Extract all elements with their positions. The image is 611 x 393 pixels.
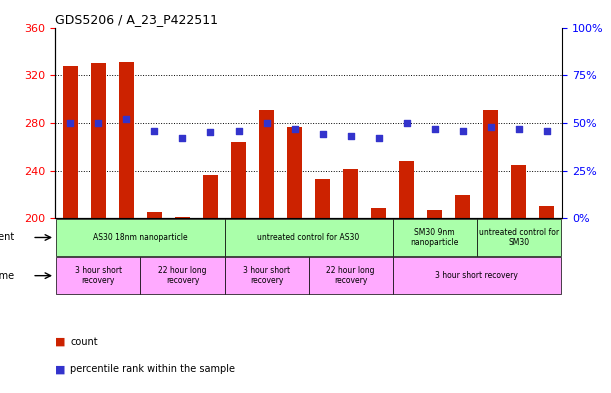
Bar xyxy=(147,213,162,219)
Point xyxy=(262,120,271,126)
Bar xyxy=(427,210,442,219)
Point xyxy=(401,120,411,126)
Text: 3 hour short
recovery: 3 hour short recovery xyxy=(243,266,290,285)
Point xyxy=(65,120,75,126)
Point xyxy=(233,127,243,134)
Bar xyxy=(287,127,302,219)
Bar xyxy=(393,219,477,256)
Text: GDS5206 / A_23_P422511: GDS5206 / A_23_P422511 xyxy=(55,13,218,26)
Bar xyxy=(56,219,224,256)
Point xyxy=(290,125,299,132)
Point xyxy=(486,124,496,130)
Bar xyxy=(455,195,470,219)
Point xyxy=(318,131,327,138)
Bar xyxy=(63,66,78,219)
Text: ■: ■ xyxy=(55,364,65,375)
Point xyxy=(430,125,439,132)
Bar xyxy=(511,165,527,219)
Point xyxy=(122,116,131,122)
Bar xyxy=(259,110,274,219)
Point xyxy=(458,127,467,134)
Point xyxy=(374,135,384,141)
Text: untreated control for
SM30: untreated control for SM30 xyxy=(478,228,558,247)
Point xyxy=(206,129,216,136)
Bar xyxy=(224,219,393,256)
Text: untreated control for AS30: untreated control for AS30 xyxy=(257,233,360,242)
Text: agent: agent xyxy=(0,233,15,242)
Point xyxy=(93,120,103,126)
Text: 22 hour long
recovery: 22 hour long recovery xyxy=(326,266,375,285)
Point xyxy=(346,133,356,140)
Bar xyxy=(203,175,218,219)
Bar xyxy=(483,110,499,219)
Bar xyxy=(399,161,414,219)
Text: count: count xyxy=(70,337,98,347)
Text: percentile rank within the sample: percentile rank within the sample xyxy=(70,364,235,375)
Text: time: time xyxy=(0,271,15,281)
Text: 22 hour long
recovery: 22 hour long recovery xyxy=(158,266,207,285)
Bar xyxy=(175,217,190,219)
Bar xyxy=(393,257,561,294)
Bar xyxy=(309,257,393,294)
Bar xyxy=(371,208,386,219)
Text: 3 hour short
recovery: 3 hour short recovery xyxy=(75,266,122,285)
Bar xyxy=(477,219,561,256)
Bar xyxy=(343,169,358,219)
Point xyxy=(542,127,552,134)
Bar xyxy=(224,257,309,294)
Bar xyxy=(315,179,331,219)
Bar xyxy=(141,257,224,294)
Bar xyxy=(231,142,246,219)
Text: 3 hour short recovery: 3 hour short recovery xyxy=(435,271,518,280)
Bar xyxy=(119,62,134,219)
Bar xyxy=(56,257,141,294)
Text: ■: ■ xyxy=(55,337,65,347)
Text: SM30 9nm
nanoparticle: SM30 9nm nanoparticle xyxy=(411,228,459,247)
Text: AS30 18nm nanoparticle: AS30 18nm nanoparticle xyxy=(93,233,188,242)
Point xyxy=(178,135,188,141)
Point xyxy=(514,125,524,132)
Point xyxy=(150,127,159,134)
Bar xyxy=(539,206,554,219)
Bar xyxy=(90,63,106,219)
